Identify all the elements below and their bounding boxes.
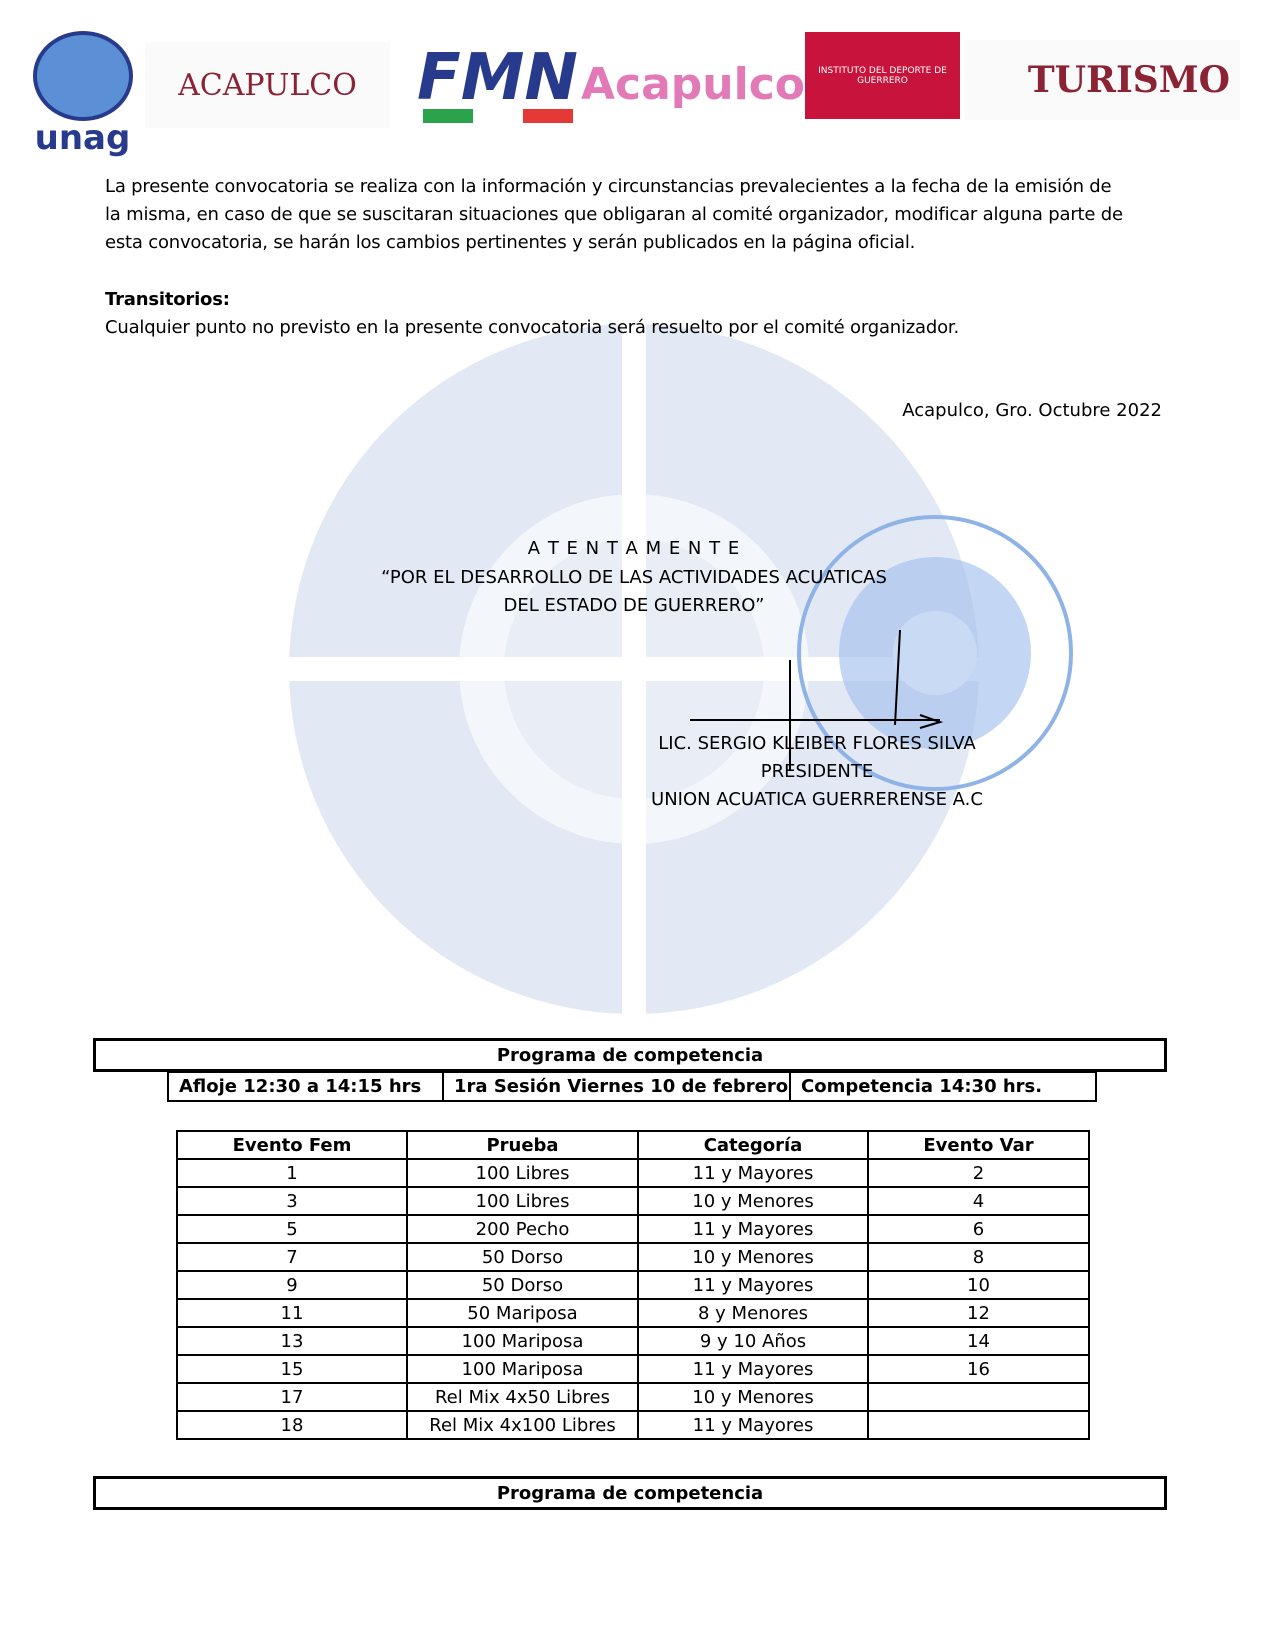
table-cell: 6: [867, 1214, 1090, 1244]
table-cell: 11 y Mayores: [637, 1354, 869, 1384]
session-date: 1ra Sesión Viernes 10 de febrero: [444, 1073, 791, 1100]
table-cell: 9 y 10 Años: [637, 1326, 869, 1356]
table-cell: 50 Mariposa: [406, 1298, 639, 1328]
table-cell: 8 y Menores: [637, 1298, 869, 1328]
program-title: Programa de competencia: [93, 1038, 1167, 1072]
events-table: Evento Fem Prueba Categoría Evento Var 1…: [176, 1130, 1090, 1440]
table-cell: 11 y Mayores: [637, 1410, 869, 1440]
table-row: 1 100 Libres 11 y Mayores 2: [176, 1158, 1090, 1188]
table-cell: 18: [176, 1410, 408, 1440]
column-header: Categoría: [637, 1130, 869, 1160]
table-cell: Rel Mix 4x100 Libres: [406, 1410, 639, 1440]
motto-line-2: DEL ESTADO DE GUERRERO”: [503, 595, 765, 616]
table-cell: 9: [176, 1270, 408, 1300]
competition-time: Competencia 14:30 hrs.: [801, 1076, 1043, 1097]
table-cell: 4: [867, 1186, 1090, 1216]
column-header: Prueba: [406, 1130, 639, 1160]
table-cell: 11 y Mayores: [637, 1270, 869, 1300]
table-cell: 1: [176, 1158, 408, 1188]
session-info-row: Afloje 12:30 a 14:15 hrs 1ra Sesión Vier…: [167, 1071, 1097, 1102]
table-row: 3 100 Libres 10 y Menores 4: [176, 1186, 1090, 1216]
atentamente: A T E N T A M E N T E: [527, 538, 741, 559]
table-cell: [867, 1382, 1090, 1412]
uaag-logo: unag: [30, 20, 135, 165]
column-header: Evento Var: [867, 1130, 1090, 1160]
column-header: Evento Fem: [176, 1130, 408, 1160]
table-cell: 2: [867, 1158, 1090, 1188]
table-cell: 5: [176, 1214, 408, 1244]
table-cell: 100 Mariposa: [406, 1326, 639, 1356]
table-cell: Rel Mix 4x50 Libres: [406, 1382, 639, 1412]
signer-name: LIC. SERGIO KLEIBER FLORES SILVA: [658, 733, 976, 754]
table-cell: 8: [867, 1242, 1090, 1272]
table-row: 18 Rel Mix 4x100 Libres 11 y Mayores: [176, 1410, 1090, 1440]
table-row: 7 50 Dorso 10 y Menores 8: [176, 1242, 1090, 1272]
paragraph-line: esta convocatoria, se harán los cambios …: [105, 232, 916, 253]
transitorios-text: Cualquier punto no previsto en la presen…: [105, 317, 959, 338]
table-row: 17 Rel Mix 4x50 Libres 10 y Menores: [176, 1382, 1090, 1412]
table-cell: 10: [867, 1270, 1090, 1300]
acapulco-logo: ACAPULCO: [145, 42, 390, 128]
table-cell: 10 y Menores: [637, 1186, 869, 1216]
table-cell: 14: [867, 1326, 1090, 1356]
acapulco-color-logo: Acapulco: [580, 58, 806, 110]
table-cell: 15: [176, 1354, 408, 1384]
signature-scribble: [690, 629, 944, 770]
table-cell: 11 y Mayores: [637, 1214, 869, 1244]
table-cell: 50 Dorso: [406, 1242, 639, 1272]
table-row: 11 50 Mariposa 8 y Menores 12: [176, 1298, 1090, 1328]
table-cell: 10 y Menores: [637, 1382, 869, 1412]
table-cell: 13: [176, 1326, 408, 1356]
table-cell: 12: [867, 1298, 1090, 1328]
program-title-2: Programa de competencia: [93, 1476, 1167, 1510]
table-row: 15 100 Mariposa 11 y Mayores 16: [176, 1354, 1090, 1384]
table-cell: 17: [176, 1382, 408, 1412]
table-row: 5 200 Pecho 11 y Mayores 6: [176, 1214, 1090, 1244]
table-cell: [867, 1410, 1090, 1440]
fmn-logo: FMN: [415, 40, 580, 130]
signer-org: UNION ACUATICA GUERRERENSE A.C: [651, 789, 983, 810]
turismo-logo: TURISMO: [965, 40, 1240, 120]
paragraph-line: la misma, en caso de que se suscitaran s…: [105, 204, 1123, 225]
paragraph-line: La presente convocatoria se realiza con …: [105, 176, 1112, 197]
table-row: 9 50 Dorso 11 y Mayores 10: [176, 1270, 1090, 1300]
table-cell: 100 Mariposa: [406, 1354, 639, 1384]
motto-line-1: “POR EL DESARROLLO DE LAS ACTIVIDADES AC…: [381, 567, 887, 588]
warmup-time: Afloje 12:30 a 14:15 hrs: [169, 1073, 444, 1100]
table-cell: 3: [176, 1186, 408, 1216]
table-cell: 100 Libres: [406, 1186, 639, 1216]
table-cell: 50 Dorso: [406, 1270, 639, 1300]
table-row: 13 100 Mariposa 9 y 10 Años 14: [176, 1326, 1090, 1356]
transitorios-title: Transitorios:: [105, 289, 230, 310]
table-cell: 100 Libres: [406, 1158, 639, 1188]
table-cell: 10 y Menores: [637, 1242, 869, 1272]
table-cell: 11 y Mayores: [637, 1158, 869, 1188]
table-cell: 7: [176, 1242, 408, 1272]
table-cell: 11: [176, 1298, 408, 1328]
place-date: Acapulco, Gro. Octubre 2022: [902, 400, 1162, 421]
signer-role: PRESIDENTE: [760, 761, 874, 782]
instituto-deporte-logo: INSTITUTO DEL DEPORTE DE GUERRERO: [805, 32, 960, 119]
table-cell: 16: [867, 1354, 1090, 1384]
table-cell: 200 Pecho: [406, 1214, 639, 1244]
